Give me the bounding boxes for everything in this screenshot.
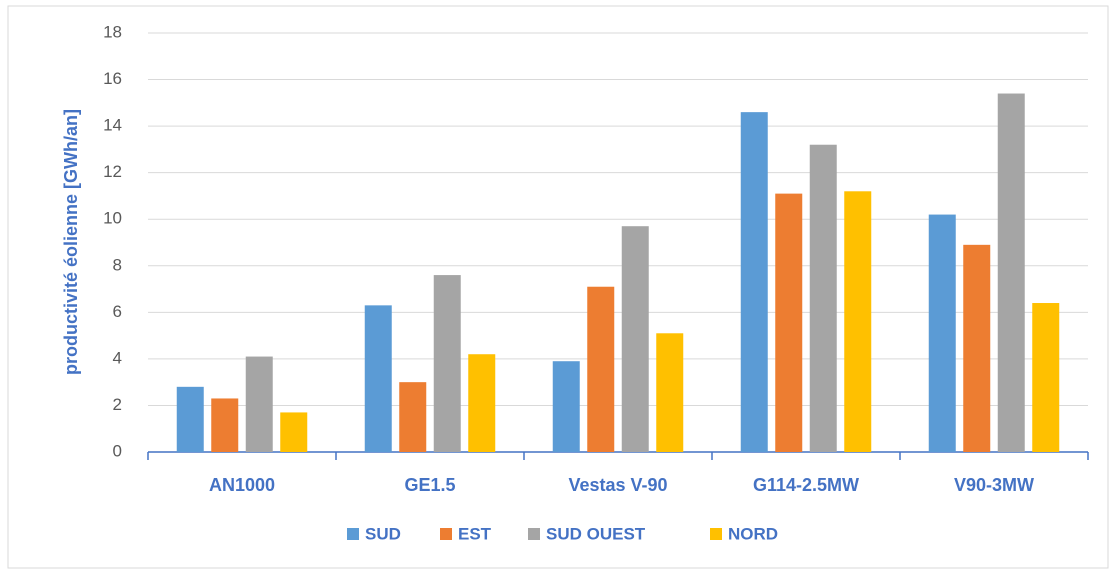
bar (1032, 303, 1060, 452)
y-tick-label: 0 (113, 441, 122, 460)
legend-swatch (347, 528, 359, 540)
bar (176, 386, 204, 452)
legend-swatch (440, 528, 452, 540)
bar (587, 286, 615, 452)
y-tick-label: 2 (113, 395, 122, 414)
bar (656, 333, 684, 452)
bar (997, 93, 1025, 453)
x-tick-label: GE1.5 (404, 475, 455, 495)
y-tick-label: 6 (113, 302, 122, 321)
x-tick-label: Vestas V-90 (568, 475, 667, 495)
bar (844, 191, 872, 453)
bar (211, 398, 239, 452)
x-tick-label: AN1000 (209, 475, 275, 495)
bar (399, 382, 427, 452)
y-tick-label: 18 (103, 22, 122, 41)
bar (963, 244, 991, 452)
chart-border (7, 5, 1109, 569)
y-tick-label: 8 (113, 255, 122, 274)
bar (775, 193, 803, 452)
bar (552, 361, 580, 452)
bar (468, 354, 496, 452)
legend-label: SUD OUEST (546, 524, 646, 543)
bar (364, 305, 392, 452)
bar (245, 356, 273, 452)
legend-swatch (710, 528, 722, 540)
bar (809, 144, 837, 452)
bar (928, 214, 956, 452)
bar (621, 226, 649, 452)
x-tick-label: V90-3MW (954, 475, 1034, 495)
y-tick-label: 12 (103, 162, 122, 181)
y-tick-label: 4 (113, 348, 122, 367)
bar (740, 112, 768, 453)
legend-label: SUD (365, 524, 401, 543)
x-tick-label: G114-2.5MW (753, 475, 859, 495)
y-tick-label: 16 (103, 69, 122, 88)
legend-swatch (528, 528, 540, 540)
bar (280, 412, 308, 452)
y-tick-label: 14 (103, 116, 122, 135)
bar (433, 275, 461, 452)
y-tick-label: 10 (103, 209, 122, 228)
legend-label: NORD (728, 524, 778, 543)
legend-label: EST (458, 524, 492, 543)
y-axis-title: productivité éolienne [GWh/an] (61, 109, 81, 375)
